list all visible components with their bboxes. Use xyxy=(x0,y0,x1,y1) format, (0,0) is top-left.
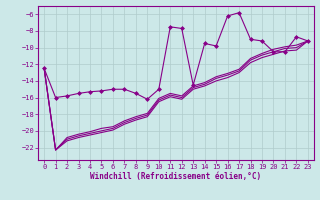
X-axis label: Windchill (Refroidissement éolien,°C): Windchill (Refroidissement éolien,°C) xyxy=(91,172,261,181)
